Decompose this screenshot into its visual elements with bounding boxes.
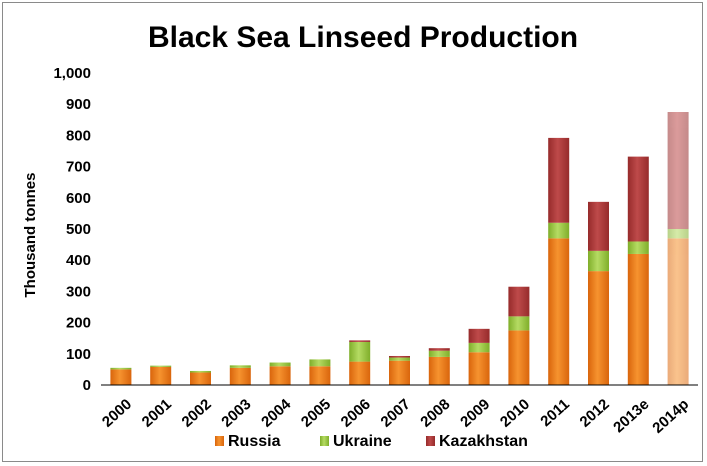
legend: Russia Ukraine Kazakhstan [215, 433, 528, 450]
bar-russia-2014p [667, 238, 689, 385]
bar-ukraine-2007 [389, 357, 410, 361]
bar-stack-2002 [190, 370, 211, 385]
y-tick-label: 300 [66, 283, 91, 300]
bar-stack-2012 [588, 201, 609, 385]
y-axis-ticks: 0 100 200 300 400 500 600 700 800 900 1,000 [53, 65, 91, 394]
bars [110, 112, 689, 385]
bar-kazakhstan-2007 [389, 355, 410, 358]
legend-label-kazakhstan: Kazakhstan [439, 433, 528, 450]
bar-stack-2000 [110, 367, 132, 385]
bar-kazakhstan-2009 [468, 328, 490, 343]
bar-stack-2007 [389, 355, 410, 385]
bar-stack-2010 [508, 286, 530, 385]
y-tick-label: 1,000 [53, 65, 91, 82]
bar-russia-2009 [468, 352, 490, 385]
bar-russia-2012 [588, 271, 609, 385]
y-tick-label: 400 [66, 252, 91, 269]
bar-kazakhstan-2008 [428, 348, 450, 351]
y-axis-label: Thousand tonnes [22, 173, 39, 298]
bar-russia-2010 [508, 330, 530, 385]
chart-frame: Black Sea Linseed Production Thousand to… [2, 2, 703, 462]
bar-stack-2014p [667, 112, 689, 385]
bar-ukraine-2011 [548, 222, 570, 239]
bar-stack-2001 [150, 365, 172, 385]
x-tick-label: 2011 [537, 396, 573, 430]
bar-ukraine-2008 [428, 350, 450, 357]
x-tick-label: 2007 [378, 396, 414, 431]
x-tick-label: 2005 [298, 396, 334, 431]
bar-ukraine-2014p [667, 229, 689, 239]
y-tick-label: 0 [83, 377, 91, 394]
bar-russia-2005 [309, 366, 331, 385]
x-tick-label: 2000 [99, 396, 135, 431]
bar-russia-2007 [389, 360, 410, 385]
legend-swatch-russia [215, 436, 224, 446]
bar-ukraine-2005 [309, 359, 331, 367]
bar-ukraine-2004 [269, 362, 291, 367]
y-tick-label: 600 [66, 190, 91, 207]
bar-ukraine-2000 [110, 367, 132, 370]
x-tick-label: 2002 [179, 396, 215, 431]
x-tick-label: 2001 [139, 396, 175, 431]
y-tick-label: 500 [66, 221, 91, 238]
bar-ukraine-2013e [627, 241, 649, 254]
y-tick-label: 800 [66, 127, 91, 144]
x-tick-label: 2008 [417, 396, 453, 431]
bar-stack-2005 [309, 359, 331, 385]
bar-russia-2004 [269, 366, 291, 385]
bar-kazakhstan-2012 [588, 201, 609, 251]
bar-russia-2008 [428, 356, 450, 385]
bar-russia-2011 [548, 238, 570, 385]
legend-swatch-kazakhstan [426, 436, 435, 446]
bar-kazakhstan-2011 [548, 137, 570, 223]
bar-ukraine-2003 [229, 365, 251, 368]
y-tick-label: 900 [66, 96, 91, 113]
y-tick-label: 700 [66, 159, 91, 176]
legend-label-russia: Russia [228, 433, 281, 450]
x-axis-ticks: 2000 2001 2002 2003 2004 2005 2006 2007 2008 2009… [99, 395, 692, 437]
bar-kazakhstan-2014p [667, 112, 689, 229]
chart-title: Black Sea Linseed Production [148, 21, 578, 54]
bar-kazakhstan-2006 [349, 340, 371, 342]
bar-russia-2013e [627, 253, 649, 385]
bar-kazakhstan-2013e [627, 156, 649, 242]
bar-russia-2006 [349, 361, 371, 385]
x-tick-label: 2009 [457, 396, 493, 431]
bar-ukraine-2006 [349, 341, 371, 362]
bar-russia-2000 [110, 369, 132, 385]
bar-ukraine-2002 [190, 370, 211, 373]
bar-ukraine-2001 [150, 365, 172, 367]
x-tick-label: 2006 [338, 396, 374, 431]
bar-russia-2003 [229, 367, 251, 385]
bar-kazakhstan-2010 [508, 286, 530, 317]
x-tick-label: 2004 [258, 395, 295, 430]
x-tick-label: 2013e [610, 396, 652, 437]
bar-stack-2008 [428, 348, 450, 385]
bar-chart: Black Sea Linseed Production Thousand to… [22, 21, 698, 450]
bar-stack-2004 [269, 362, 291, 385]
bar-stack-2013e [627, 156, 649, 385]
bar-stack-2006 [349, 340, 371, 385]
legend-swatch-ukraine [320, 436, 329, 446]
x-tick-label: 2010 [497, 396, 533, 431]
bar-russia-2002 [190, 372, 211, 385]
bar-ukraine-2009 [468, 342, 490, 353]
x-tick-label: 2012 [577, 396, 613, 431]
bar-russia-2001 [150, 366, 172, 385]
y-tick-label: 100 [66, 346, 91, 363]
x-tick-label: 2003 [218, 396, 254, 431]
bar-ukraine-2012 [588, 250, 609, 272]
x-tick-label: 2014p [649, 396, 692, 437]
y-tick-label: 200 [66, 315, 91, 332]
bar-ukraine-2010 [508, 316, 530, 331]
bar-stack-2009 [468, 328, 490, 385]
bar-stack-2011 [548, 137, 570, 385]
legend-label-ukraine: Ukraine [333, 433, 392, 450]
bar-stack-2003 [229, 365, 251, 385]
